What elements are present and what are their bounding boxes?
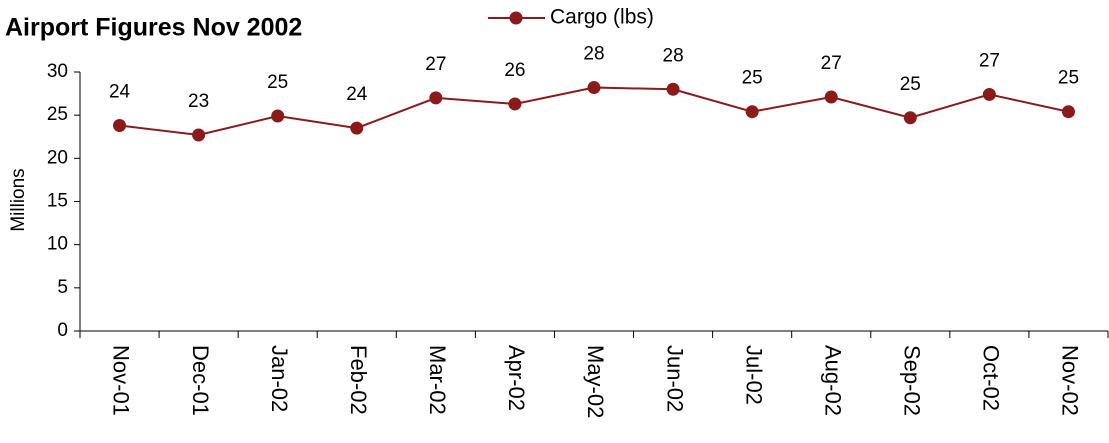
point — [824, 90, 838, 104]
x-tick-label: Nov-02 — [1058, 345, 1083, 416]
point — [666, 82, 680, 96]
series-line — [119, 86, 1069, 137]
point — [350, 121, 364, 135]
x-tick-label: Feb-02 — [346, 345, 371, 415]
x-tick-label: Sep-02 — [899, 345, 924, 416]
x-tick-label: Apr-02 — [504, 345, 529, 411]
y-axis-label: Millions — [8, 168, 29, 231]
chart-title: Airport Figures Nov 2002 — [5, 14, 302, 42]
point — [508, 97, 522, 111]
data-label: 25 — [267, 72, 288, 93]
data-label: 27 — [979, 50, 1000, 71]
point — [429, 91, 443, 105]
data-label: 25 — [900, 74, 921, 95]
y-tick-label: 20 — [47, 147, 68, 168]
point — [587, 81, 601, 95]
data-label: 23 — [188, 91, 209, 112]
x-tick-label: Dec-01 — [188, 345, 213, 416]
data-label: 26 — [504, 60, 525, 81]
point — [903, 111, 917, 125]
point — [745, 105, 759, 119]
x-tick-label: Oct-02 — [979, 345, 1004, 411]
x-tick-label: May-02 — [583, 345, 608, 418]
data-label: 24 — [346, 84, 368, 105]
x-tick-label: Jul-02 — [741, 345, 766, 405]
point — [1061, 105, 1075, 119]
data-label: 28 — [583, 44, 604, 65]
y-tick-label: 10 — [47, 234, 68, 255]
data-label: 25 — [742, 68, 763, 89]
y-tick-label: 25 — [47, 104, 68, 125]
x-tick-label: Nov-01 — [109, 345, 134, 416]
data-label: 27 — [425, 54, 446, 75]
point — [192, 128, 206, 142]
data-label: 24 — [109, 82, 131, 103]
legend-marker — [509, 11, 523, 25]
legend-label: Cargo (lbs) — [550, 6, 654, 29]
y-tick-label: 5 — [57, 277, 68, 298]
point — [982, 87, 996, 101]
point — [271, 109, 285, 123]
y-tick-label: 15 — [47, 191, 68, 212]
data-label: 25 — [1058, 68, 1079, 89]
x-tick-label: Jan-02 — [267, 345, 292, 412]
data-label: 28 — [663, 45, 684, 66]
point — [113, 119, 127, 133]
data-label: 27 — [821, 53, 842, 74]
x-tick-label: Mar-02 — [425, 345, 450, 415]
y-tick-label: 0 — [57, 320, 68, 341]
y-tick-label: 30 — [47, 61, 68, 82]
x-tick-label: Aug-02 — [820, 345, 845, 416]
x-tick-label: Jun-02 — [662, 345, 687, 412]
